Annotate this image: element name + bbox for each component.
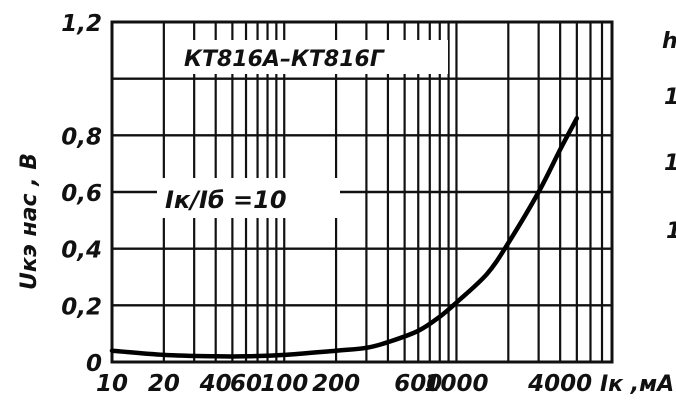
chart-title: КТ816А–КТ816Г xyxy=(184,47,385,72)
plot-frame xyxy=(110,20,614,364)
series-group xyxy=(109,116,580,359)
y-tick-label: 0 xyxy=(86,351,102,377)
x-tick-label: 60 xyxy=(230,371,262,397)
x-tick-label: 1000 xyxy=(424,371,488,397)
x-tick-label: 600 xyxy=(394,371,442,397)
x-tick-label: 200 xyxy=(312,371,360,397)
x-tick-label: 4000 xyxy=(527,371,592,397)
y-tick-label: 0,8 xyxy=(61,124,102,150)
x-axis-label: Iк ,мА xyxy=(600,372,674,397)
y-tick-label: 1,2 xyxy=(61,11,102,37)
y-tick-label: 0,6 xyxy=(61,181,102,207)
x-tick-label: 40 xyxy=(199,371,232,397)
y-tick-labels: 0 0,2 0,4 0,6 0,8 1,2 xyxy=(61,11,102,377)
x-tick-label: 100 xyxy=(260,371,308,397)
saturation-voltage-curve xyxy=(109,116,580,359)
x-tick-label: 10 xyxy=(96,371,128,397)
right-edge-fragment: 1 xyxy=(664,151,676,176)
x-axis-label-backdrop xyxy=(596,366,676,400)
right-edge-fragment: 1 xyxy=(664,85,676,110)
ratio-annotation: Iк/Iб =10 xyxy=(165,186,287,214)
y-tick-label: 0,2 xyxy=(61,294,102,320)
y-axis-label: Uкэ нас , В xyxy=(17,153,42,290)
title-backdrop xyxy=(180,40,448,74)
x-tick-label: 20 xyxy=(148,371,180,397)
right-edge-fragment: h xyxy=(662,29,676,54)
grid-lines xyxy=(110,20,614,364)
y-tick-label: 0,4 xyxy=(61,238,102,264)
annotation-backdrop xyxy=(157,178,340,218)
right-edge-fragment: 1 xyxy=(666,219,676,244)
